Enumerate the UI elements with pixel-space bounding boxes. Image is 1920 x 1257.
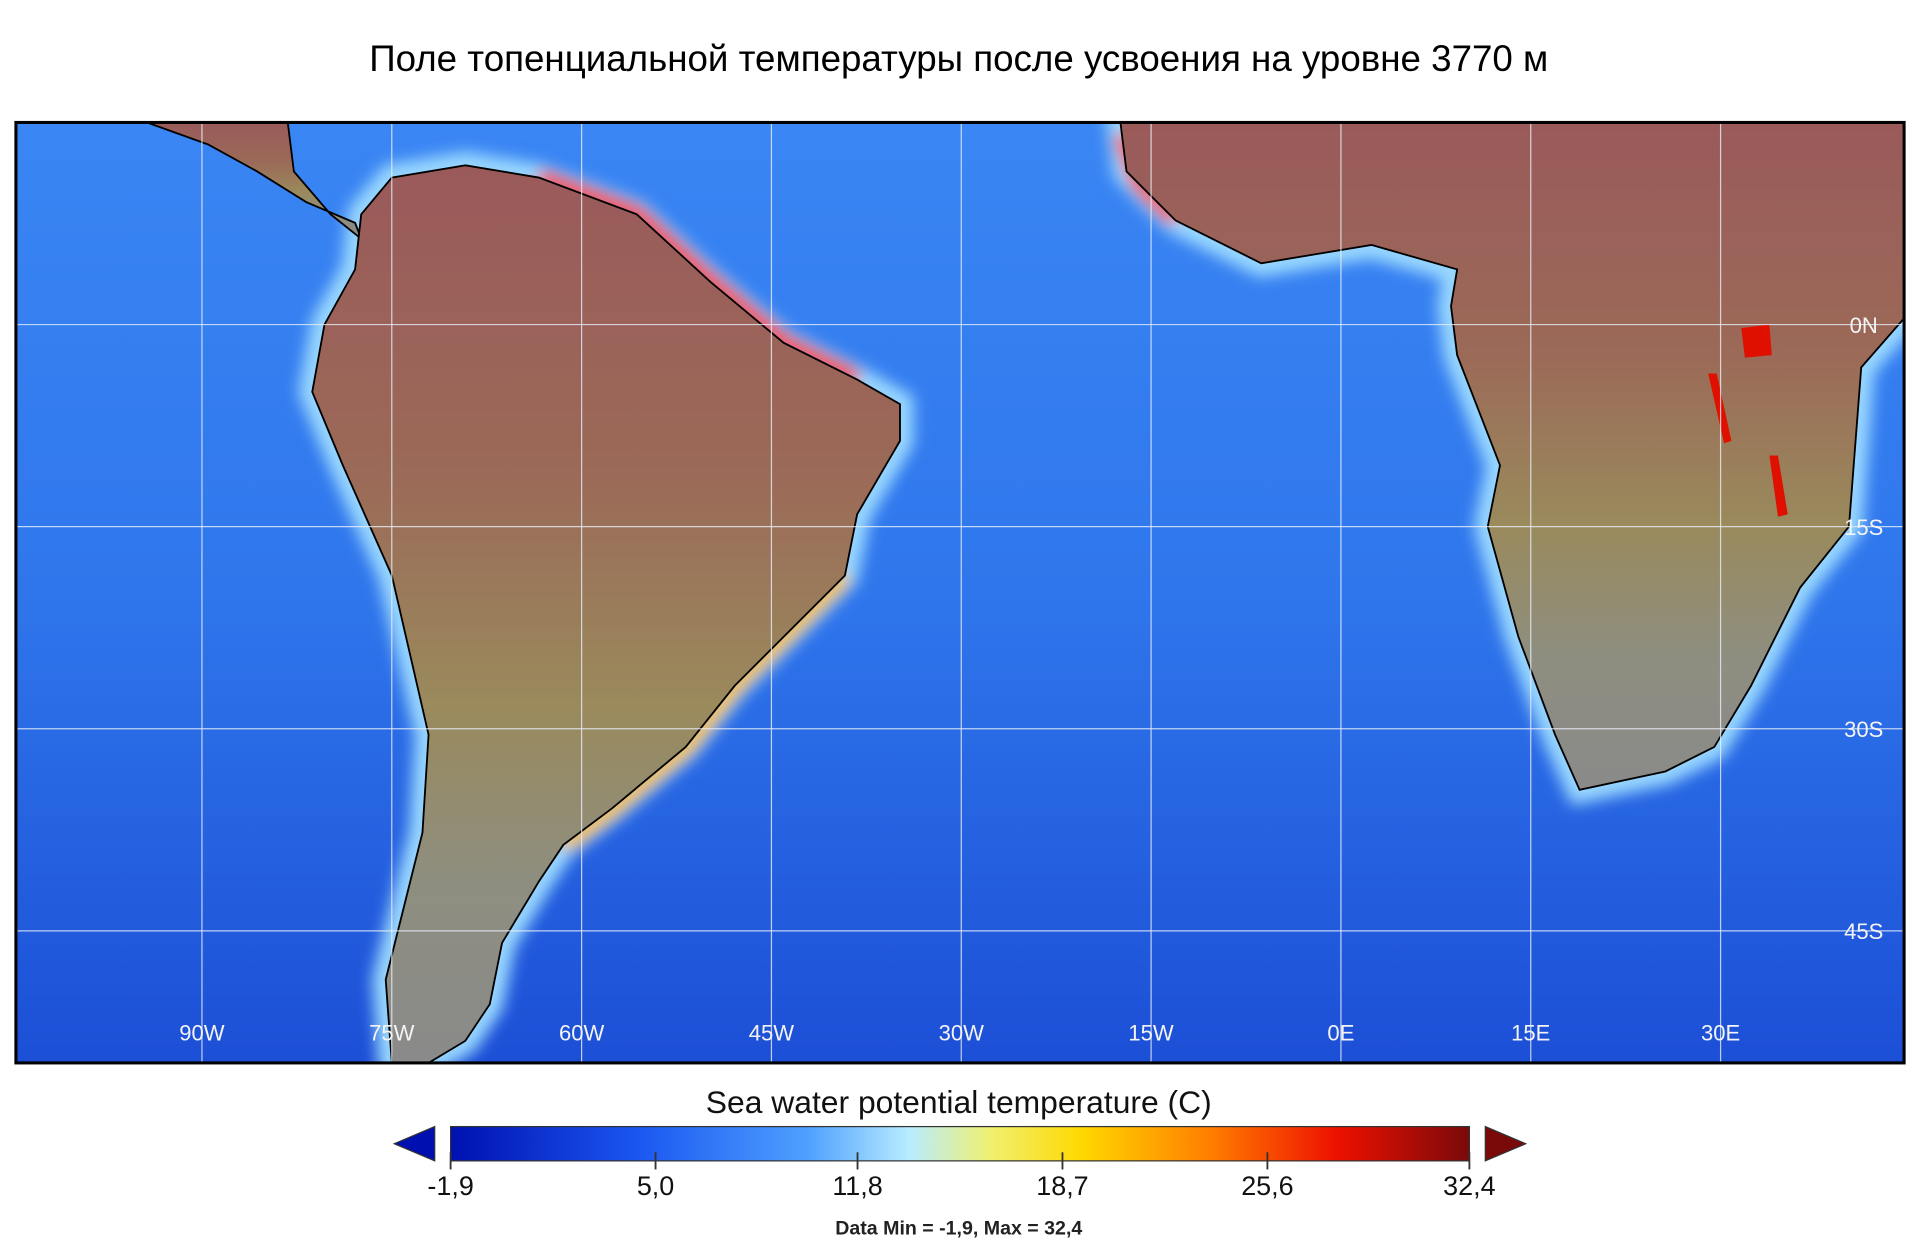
lon-label: 0E bbox=[1327, 1021, 1354, 1046]
lon-label: 15W bbox=[1128, 1021, 1174, 1046]
lat-label: 45S bbox=[1844, 919, 1883, 944]
colorbar-tick-label: 18,7 bbox=[1036, 1171, 1088, 1201]
colorbar-tick-label: 5,0 bbox=[637, 1171, 674, 1201]
central-america bbox=[146, 122, 364, 242]
lon-label: 90W bbox=[179, 1021, 225, 1046]
lon-label: 30E bbox=[1701, 1021, 1740, 1046]
colorbar-label: Sea water potential temperature (C) bbox=[706, 1084, 1212, 1120]
data-range-note: Data Min = -1,9, Max = 32,4 bbox=[835, 1218, 1082, 1240]
colorbar-tick-label: 32,4 bbox=[1443, 1171, 1495, 1201]
lake bbox=[1741, 324, 1772, 358]
colorbar-under-arrow bbox=[392, 1125, 436, 1162]
lon-label: 15E bbox=[1511, 1021, 1550, 1046]
map-body: 90W 75W 60W 45W 30W 15W 0E 15E 30E 0N 15S 30S 45S bbox=[15, 122, 1905, 1063]
lake bbox=[1769, 455, 1788, 517]
colorbar-ticks: -1,9 5,0 11,8 18,7 25,6 32,4 bbox=[427, 1152, 1496, 1201]
colorbar-tick-label: 25,6 bbox=[1241, 1171, 1293, 1201]
colorbar bbox=[450, 1125, 1470, 1162]
colorbar-over-arrow bbox=[1484, 1125, 1528, 1162]
colorbar-tick-label: -1,9 bbox=[427, 1171, 473, 1201]
graticule: 90W 75W 60W 45W 30W 15W 0E 15E 30E 0N 15S 30S 45S bbox=[15, 122, 1905, 1063]
map-frame bbox=[14, 120, 1906, 1065]
colorbar-tick-label: 11,8 bbox=[832, 1171, 882, 1201]
map-title: Поле топенциальной температуры после усв… bbox=[369, 38, 1548, 79]
lon-label: 30W bbox=[939, 1021, 985, 1046]
lat-label: 15S bbox=[1844, 515, 1883, 540]
africa bbox=[1119, 122, 1905, 791]
lon-label: 75W bbox=[369, 1021, 415, 1046]
lat-label: 30S bbox=[1844, 717, 1883, 742]
south-america bbox=[311, 164, 901, 1063]
lat-label: 0N bbox=[1850, 313, 1878, 338]
lon-label: 45W bbox=[749, 1021, 795, 1046]
lake bbox=[1708, 373, 1732, 444]
lon-label: 60W bbox=[559, 1021, 605, 1046]
